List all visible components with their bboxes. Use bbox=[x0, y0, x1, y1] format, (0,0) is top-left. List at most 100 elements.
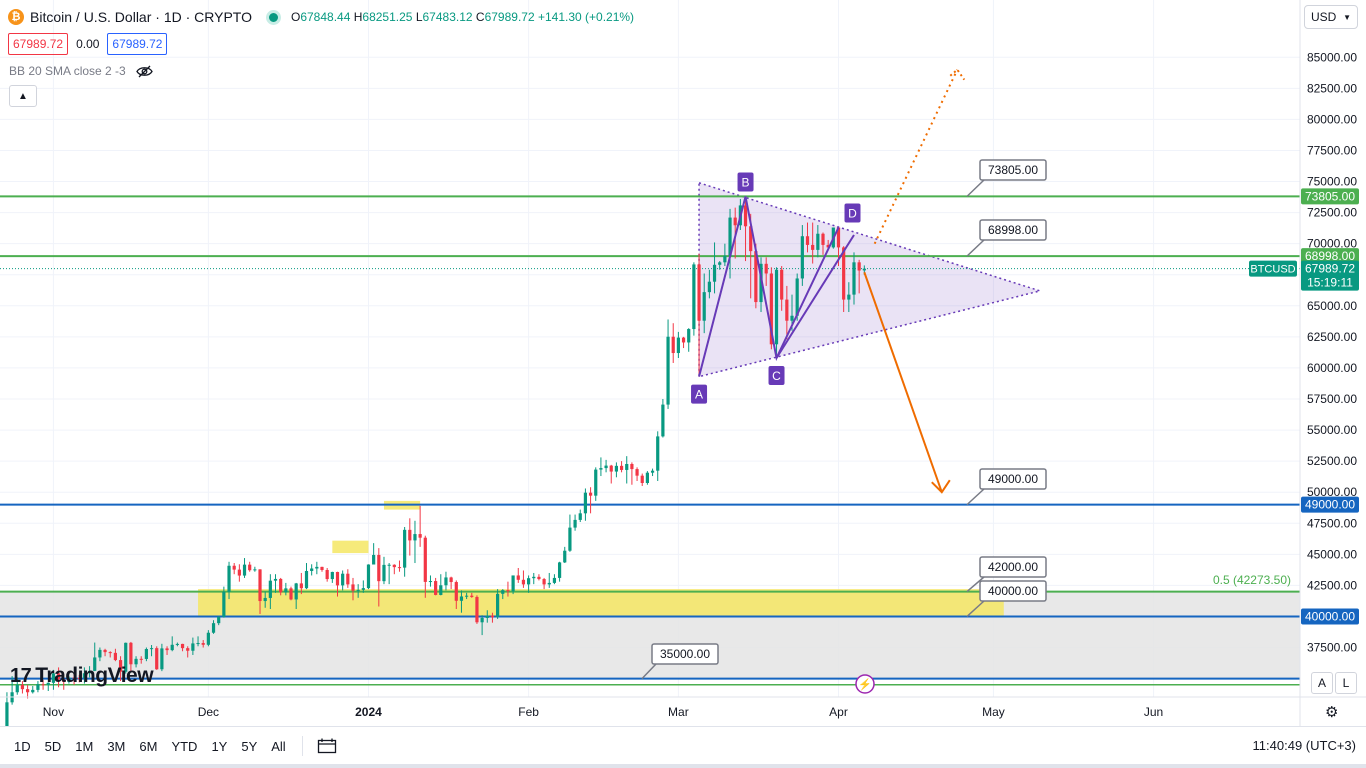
bottom-strip bbox=[0, 764, 1366, 768]
candle-body bbox=[454, 582, 458, 601]
timeframe-1y[interactable]: 1Y bbox=[211, 738, 228, 754]
candle-body bbox=[377, 554, 381, 582]
abcd-pattern-line[interactable] bbox=[775, 234, 855, 359]
callout-leader bbox=[966, 488, 985, 506]
collapse-legend-button[interactable]: ▲ bbox=[9, 85, 37, 107]
event-marker[interactable] bbox=[855, 674, 875, 694]
timeframe-5y[interactable]: 5Y bbox=[241, 738, 258, 754]
timeframe-ytd[interactable]: YTD bbox=[171, 738, 198, 754]
callout-box[interactable] bbox=[979, 468, 1047, 490]
callout-box[interactable] bbox=[979, 556, 1047, 578]
candle-body bbox=[165, 648, 169, 651]
candle-body bbox=[351, 584, 355, 591]
callout-box[interactable] bbox=[979, 219, 1047, 241]
candle-body bbox=[299, 583, 303, 589]
candle-body bbox=[800, 236, 804, 279]
candle-body bbox=[294, 583, 298, 600]
candle-body bbox=[676, 337, 680, 354]
timeframe-5d[interactable]: 5D bbox=[44, 738, 62, 754]
toolbar-divider bbox=[301, 736, 303, 756]
candle-body bbox=[805, 236, 810, 245]
candle-body bbox=[527, 578, 531, 585]
candle-body bbox=[532, 576, 536, 579]
candle-body bbox=[645, 472, 649, 483]
y-tick-label: 80000.00 bbox=[1307, 112, 1357, 126]
timeframe-3m[interactable]: 3M bbox=[107, 738, 126, 754]
indicator-label[interactable]: BB 20 SMA close 2 -3 bbox=[9, 64, 126, 78]
candle-body bbox=[284, 588, 288, 593]
candle-body bbox=[330, 571, 334, 580]
candle-body bbox=[186, 648, 190, 651]
timeframe-6m[interactable]: 6M bbox=[139, 738, 158, 754]
candle-body bbox=[656, 436, 660, 471]
highlight-zone bbox=[332, 540, 369, 554]
candle-body bbox=[248, 564, 252, 571]
pattern-point-label-box bbox=[737, 172, 754, 192]
candle-body bbox=[170, 644, 174, 651]
clock-readout[interactable]: 11:40:49 (UTC+3) bbox=[1252, 738, 1356, 753]
candle-body bbox=[196, 643, 200, 645]
candle-body bbox=[263, 597, 267, 602]
abcd-pattern-line[interactable] bbox=[698, 196, 840, 377]
candle-body bbox=[764, 263, 768, 274]
candle-body bbox=[304, 570, 309, 589]
y-tick-label: 50000.00 bbox=[1307, 485, 1357, 499]
candle-body bbox=[93, 657, 97, 671]
forecast-up-arrow[interactable] bbox=[873, 69, 959, 245]
calendar-icon[interactable] bbox=[317, 738, 337, 754]
candle-body bbox=[826, 244, 830, 248]
symbol-tag bbox=[1249, 260, 1297, 277]
candle-body bbox=[563, 550, 567, 563]
y-tick-label: 52500.00 bbox=[1307, 454, 1357, 468]
x-tick-label: Feb bbox=[518, 705, 539, 719]
timeframe-1m[interactable]: 1M bbox=[75, 738, 94, 754]
candle-body bbox=[118, 660, 123, 672]
timeframe-1d[interactable]: 1D bbox=[14, 738, 31, 754]
currency-select[interactable]: USD ▼ bbox=[1304, 5, 1358, 29]
callout-box[interactable] bbox=[651, 643, 719, 665]
candle-body bbox=[718, 262, 722, 265]
gear-icon[interactable]: ⚙ bbox=[1325, 704, 1339, 721]
callout-leader bbox=[641, 663, 657, 680]
callout-label: 68998.00 bbox=[988, 223, 1038, 237]
y-tick-label: 82500.00 bbox=[1307, 81, 1357, 95]
forecast-down-arrow[interactable] bbox=[863, 271, 943, 493]
timeframe-all[interactable]: All bbox=[271, 738, 286, 754]
auto-scale-button[interactable]: A bbox=[1311, 672, 1333, 694]
candle-body bbox=[149, 648, 154, 650]
candle-body bbox=[594, 469, 598, 496]
sell-button[interactable]: 67989.72 bbox=[8, 33, 69, 55]
candle-body bbox=[180, 643, 185, 649]
indicator-legend[interactable]: BB 20 SMA close 2 -3 bbox=[9, 64, 153, 78]
callout-leader bbox=[966, 179, 985, 197]
callout-box[interactable] bbox=[979, 580, 1047, 602]
bar-countdown-label: 15:19:11 bbox=[1307, 276, 1353, 290]
ohlc-values: O67848.44 H68251.25 L67483.12 C67989.72 … bbox=[290, 10, 635, 24]
candle-body bbox=[604, 465, 608, 469]
highlight-zone bbox=[198, 589, 1004, 617]
log-scale-button[interactable]: L bbox=[1335, 672, 1357, 694]
eye-off-icon[interactable] bbox=[135, 65, 153, 78]
callout-box[interactable] bbox=[979, 159, 1047, 181]
candle-body bbox=[108, 652, 112, 654]
candle-body bbox=[15, 684, 19, 693]
price-chart[interactable]: A B C D 73805.00 68998.00 49000.00 42000.00 4000… bbox=[0, 0, 1366, 726]
tradingview-logo: 17 TradingView bbox=[10, 664, 154, 688]
change-value: +141.30 (+0.21%) bbox=[537, 10, 635, 24]
symbol-title[interactable]: Bitcoin / U.S. Dollar · 1D · CRYPTO bbox=[30, 9, 252, 25]
y-tick-label: 55000.00 bbox=[1307, 423, 1357, 437]
candle-body bbox=[816, 233, 820, 250]
currency-value: USD bbox=[1311, 10, 1337, 24]
candle-body bbox=[41, 684, 45, 686]
candle-body bbox=[702, 292, 706, 321]
y-tick-label: 47500.00 bbox=[1307, 516, 1357, 530]
pattern-point-label: C bbox=[772, 369, 781, 383]
candle-body bbox=[511, 575, 515, 592]
candle-body bbox=[124, 642, 128, 672]
candle-body bbox=[671, 336, 675, 354]
y-tick-label: 37500.00 bbox=[1307, 641, 1357, 655]
candle-body bbox=[790, 315, 794, 321]
buy-button[interactable]: 67989.72 bbox=[107, 33, 168, 55]
candle-body bbox=[217, 616, 221, 624]
candle-body bbox=[258, 569, 262, 602]
